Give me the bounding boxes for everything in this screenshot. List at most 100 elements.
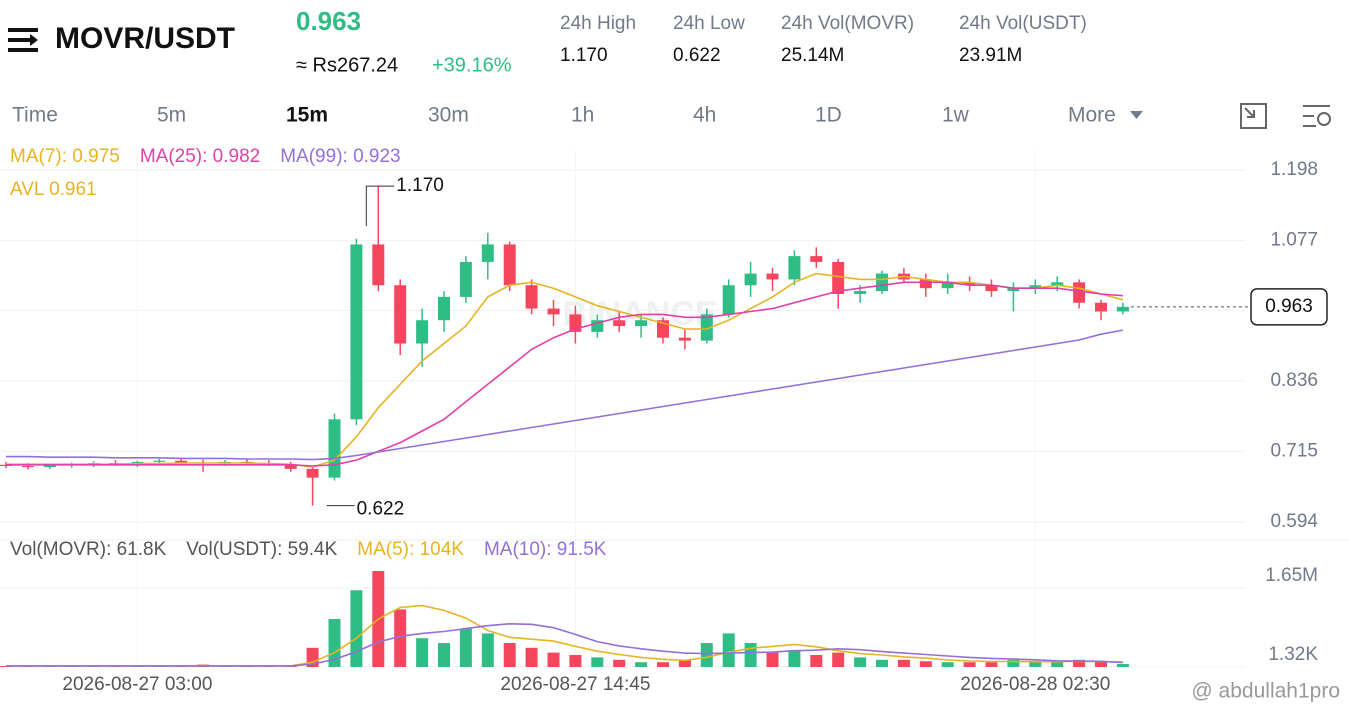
volume-bar: [744, 643, 757, 667]
volume-bar: [810, 655, 823, 667]
vol-tick-label: 1.65M: [1265, 565, 1318, 586]
y-tick-label: 0.715: [1270, 440, 1318, 461]
volume-bar: [569, 655, 582, 667]
volume-bar: [1073, 659, 1086, 667]
vol-legend: Vol(USDT): 59.4K: [186, 539, 337, 560]
ma-legend: MA(25): 0.982: [140, 146, 260, 167]
vol-legend: Vol(MOVR): 61.8K: [10, 539, 167, 560]
stat-label: 24h Vol(MOVR): [781, 13, 914, 34]
volume-bar: [1051, 662, 1064, 667]
timeframe-tab[interactable]: 30m: [428, 104, 469, 127]
candle-body: [1051, 282, 1064, 286]
candle-body: [788, 256, 801, 280]
candle-body: [722, 285, 735, 315]
volume-bar: [635, 662, 648, 667]
change: +39.16%: [432, 54, 512, 76]
volume-bar: [876, 659, 888, 667]
candle-body: [394, 285, 407, 344]
ma-legend: MA(7): 0.975: [10, 146, 120, 167]
volume-bar: [350, 590, 363, 667]
candle-body: [131, 461, 144, 464]
candle-body: [459, 261, 472, 297]
volume-bar: [547, 652, 560, 667]
candle-body: [985, 285, 998, 292]
candle-body: [963, 282, 976, 286]
candle-body: [1095, 302, 1107, 312]
volume-bar: [897, 659, 910, 667]
volume-bar: [613, 659, 626, 667]
x-tick-label: 2026-08-27 14:45: [500, 674, 650, 695]
menu-arrow: [30, 34, 38, 46]
low-label: 0.622: [357, 499, 405, 520]
volume-bar: [722, 633, 735, 667]
timeframe-tab[interactable]: 1w: [942, 104, 970, 127]
candle-body: [481, 244, 494, 262]
candle-body: [153, 460, 166, 462]
volume-bar: [985, 662, 998, 667]
volume-bar: [503, 643, 516, 667]
icon-gear: [1317, 112, 1331, 126]
vol-ma-line: [6, 622, 1123, 667]
volume-bar: [941, 662, 954, 667]
timeframe-tab[interactable]: 15m: [286, 104, 328, 127]
volume-bar: [766, 652, 779, 667]
stat-value: 23.91M: [959, 45, 1022, 66]
avl-legend: AVL 0.961: [10, 179, 97, 200]
menu-bar: [8, 28, 38, 32]
volume-bar: [678, 659, 691, 667]
chart-icon[interactable]: [1240, 103, 1267, 129]
volume-bar: [1007, 659, 1020, 667]
candle-body: [876, 273, 888, 292]
settings-icon[interactable]: [1303, 105, 1331, 127]
candle-body: [1116, 306, 1129, 312]
y-tick-label: 1.077: [1270, 229, 1318, 250]
y-tick-label: 0.836: [1270, 370, 1318, 391]
pair[interactable]: MOVR/USDT: [55, 22, 235, 55]
timeframe-tab[interactable]: Time: [12, 104, 58, 127]
candle-body: [1029, 285, 1042, 289]
vol-legend: MA(10): 91.5K: [484, 539, 607, 560]
volume-bar: [394, 609, 407, 667]
high-marker: [365, 185, 395, 227]
ma-line: [6, 281, 1123, 467]
candle-body: [744, 273, 757, 286]
volume-bar: [459, 628, 472, 667]
candle-body: [438, 296, 450, 321]
volume-bar: [1116, 664, 1129, 667]
candle-body: [43, 465, 56, 468]
timeframe-tab[interactable]: 1h: [571, 104, 594, 127]
y-tick-label: 0.594: [1270, 511, 1318, 532]
timeframe-tab[interactable]: 1D: [815, 104, 842, 127]
stat-value: 0.622: [673, 45, 721, 66]
candle-body: [613, 320, 626, 327]
candle-body: [941, 282, 954, 289]
candle-body: [284, 464, 297, 469]
candle-body: [854, 291, 867, 294]
high-label: 1.170: [396, 175, 444, 196]
candle-body: [678, 337, 691, 341]
last-price-tag: [1250, 288, 1328, 326]
candle-body: [591, 320, 604, 332]
candle-body: [175, 460, 188, 463]
vol-legend: MA(5): 104K: [357, 539, 464, 560]
volume-bar: [832, 652, 845, 667]
menu-icon[interactable]: [8, 28, 38, 52]
volume-bar: [919, 661, 932, 667]
volume-bar: [1095, 661, 1107, 667]
volume-bar: [525, 647, 538, 667]
last-price-label: 0.963: [1265, 296, 1313, 317]
volume-bar: [657, 662, 669, 667]
timeframe-tab[interactable]: 4h: [693, 104, 716, 127]
candle-body: [372, 244, 385, 286]
candle-body: [306, 468, 319, 478]
candle-body: [700, 314, 713, 341]
candle-body: [416, 320, 429, 344]
volume-bar: [416, 638, 429, 667]
timeframe-tab[interactable]: More: [1068, 104, 1116, 127]
volume-bar: [328, 619, 341, 667]
candle-body: [350, 244, 363, 420]
volume-bar: [591, 657, 604, 667]
timeframe-tab[interactable]: 5m: [157, 104, 186, 127]
